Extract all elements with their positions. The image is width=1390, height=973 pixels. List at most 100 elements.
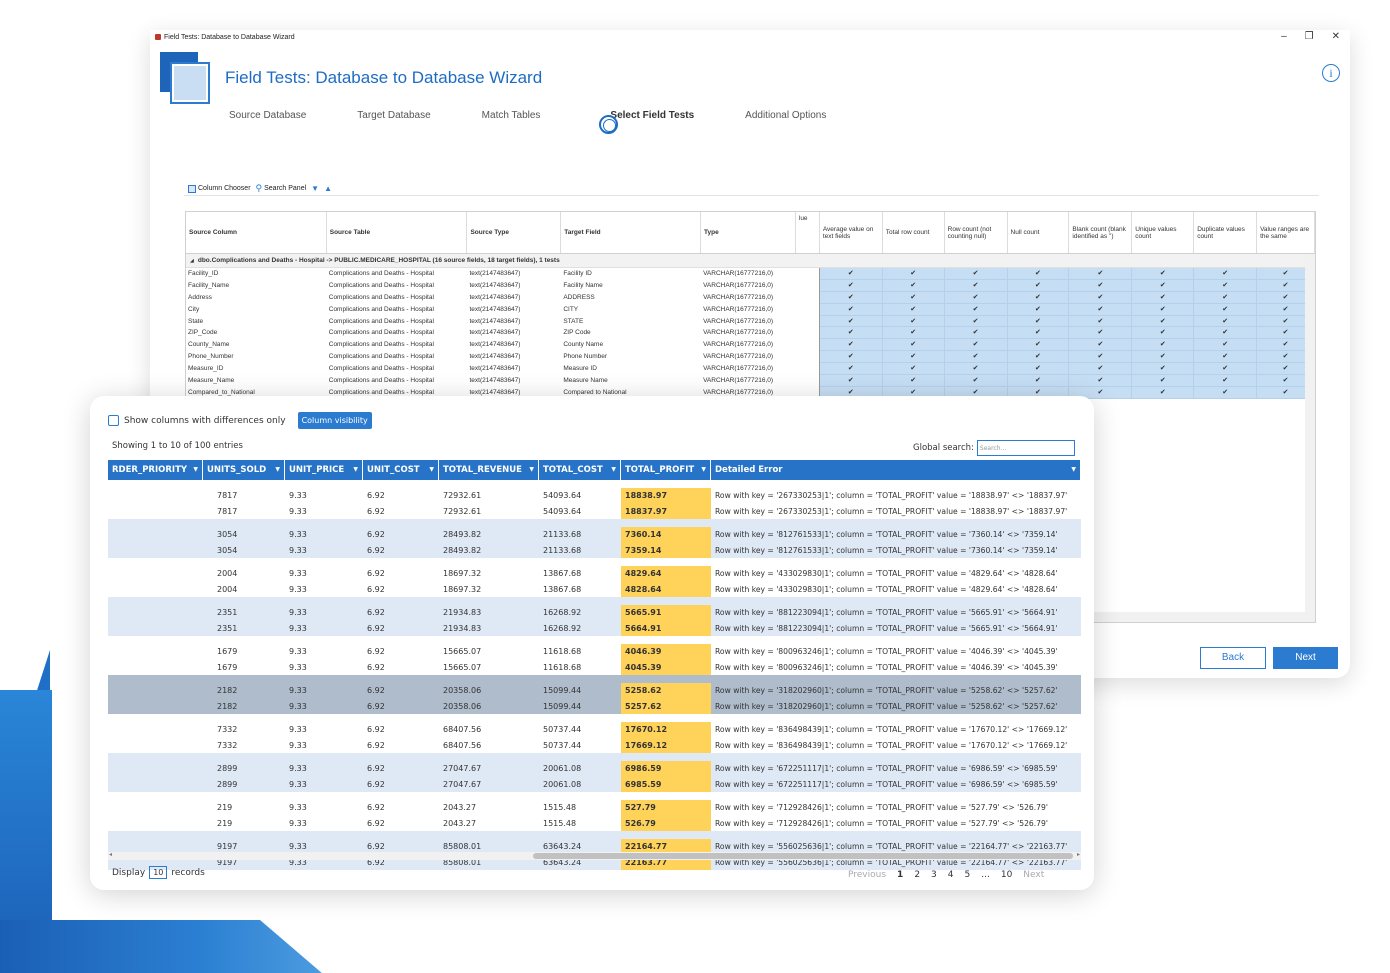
test-checkbox-icon[interactable]: ✔ bbox=[819, 327, 883, 340]
column-header-total-cost[interactable]: TOTAL_COST ▼ bbox=[539, 460, 621, 480]
test-checkbox-icon[interactable]: ✔ bbox=[1069, 327, 1133, 340]
global-search-input[interactable]: Search... bbox=[976, 440, 1075, 456]
pagination-next[interactable]: Next bbox=[1023, 870, 1045, 880]
column-visibility-button[interactable]: Column visibility bbox=[297, 412, 372, 429]
grid-header-cell[interactable]: Type bbox=[701, 212, 796, 253]
table-row[interactable]: 1679 9.33 6.92 15665.07 11618.68 4046.39 Row w… bbox=[108, 644, 1081, 660]
sort-arrow-icon[interactable]: ▼ bbox=[611, 466, 616, 473]
grid-header-cell[interactable]: Unique values count bbox=[1132, 212, 1195, 253]
test-checkbox-icon[interactable]: ✔ bbox=[1007, 268, 1070, 280]
grid-header-cell[interactable]: lue bbox=[796, 212, 820, 253]
test-checkbox-icon[interactable]: ✔ bbox=[1132, 315, 1195, 328]
grid-header-cell[interactable]: Average value on text fields bbox=[820, 212, 883, 253]
test-checkbox-icon[interactable]: ✔ bbox=[944, 315, 1008, 328]
test-checkbox-icon[interactable]: ✔ bbox=[882, 327, 945, 340]
test-checkbox-icon[interactable]: ✔ bbox=[944, 375, 1008, 387]
column-header-unit-cost[interactable]: UNIT_COST ▼ bbox=[363, 460, 439, 480]
test-checkbox-icon[interactable]: ✔ bbox=[1007, 279, 1070, 292]
step-target-database[interactable]: Target Database bbox=[357, 110, 431, 121]
test-checkbox-icon[interactable]: ✔ bbox=[944, 279, 1008, 292]
test-checkbox-icon[interactable]: ✔ bbox=[1069, 339, 1133, 352]
test-checkbox-icon[interactable]: ✔ bbox=[1194, 351, 1258, 364]
test-checkbox-icon[interactable]: ✔ bbox=[1194, 303, 1258, 316]
sort-arrow-icon[interactable]: ▼ bbox=[701, 466, 706, 473]
info-icon[interactable]: i bbox=[1322, 64, 1340, 82]
test-checkbox-icon[interactable]: ✔ bbox=[1132, 303, 1195, 316]
next-button[interactable]: Next bbox=[1273, 647, 1338, 669]
table-row[interactable]: 2004 9.33 6.92 18697.32 13867.68 4828.64 Row w… bbox=[108, 581, 1081, 597]
test-checkbox-icon[interactable]: ✔ bbox=[1007, 315, 1070, 328]
test-checkbox-icon[interactable]: ✔ bbox=[1007, 375, 1070, 387]
column-header-units-sold[interactable]: UNITS_SOLD ▼ bbox=[203, 460, 285, 480]
grid-row[interactable]: Facility_Name Complications and Deaths - … bbox=[186, 279, 1315, 292]
test-checkbox-icon[interactable]: ✔ bbox=[1069, 279, 1133, 292]
table-row[interactable]: 2351 9.33 6.92 21934.83 16268.92 5665.91 Row w… bbox=[108, 605, 1081, 621]
test-checkbox-icon[interactable]: ✔ bbox=[1194, 291, 1258, 304]
grid-row[interactable]: ZIP_Code Complications and Deaths - Hospi… bbox=[186, 327, 1315, 340]
grid-vertical-scrollbar[interactable] bbox=[1305, 254, 1315, 622]
test-checkbox-icon[interactable]: ✔ bbox=[1132, 268, 1195, 280]
test-checkbox-icon[interactable]: ✔ bbox=[819, 268, 883, 280]
test-checkbox-icon[interactable]: ✔ bbox=[1194, 363, 1258, 376]
test-checkbox-icon[interactable]: ✔ bbox=[1194, 315, 1258, 328]
test-checkbox-icon[interactable]: ✔ bbox=[944, 351, 1008, 364]
test-checkbox-icon[interactable]: ✔ bbox=[882, 268, 945, 280]
grid-header-cell[interactable]: Source Type bbox=[467, 212, 562, 253]
collapse-group-icon[interactable]: ◢ bbox=[190, 257, 194, 264]
step-select-field-tests[interactable]: Select Field Tests bbox=[610, 110, 695, 121]
test-checkbox-icon[interactable]: ✔ bbox=[1069, 375, 1133, 387]
sort-arrow-icon[interactable]: ▼ bbox=[1071, 466, 1076, 473]
test-checkbox-icon[interactable]: ✔ bbox=[819, 351, 883, 364]
test-checkbox-icon[interactable]: ✔ bbox=[1007, 339, 1070, 352]
test-checkbox-icon[interactable]: ✔ bbox=[819, 363, 883, 376]
test-checkbox-icon[interactable]: ✔ bbox=[882, 279, 945, 292]
grid-header-cell[interactable]: Value ranges are the same bbox=[1257, 212, 1315, 253]
grid-row[interactable]: State Complications and Deaths - Hospital… bbox=[186, 315, 1315, 328]
test-checkbox-icon[interactable]: ✔ bbox=[1132, 279, 1195, 292]
grid-header-cell[interactable]: Source Column bbox=[186, 212, 327, 253]
grid-row[interactable]: Facility_ID Complications and Deaths - Ho… bbox=[186, 268, 1315, 280]
grid-row[interactable]: Address Complications and Deaths - Hospit… bbox=[186, 291, 1315, 304]
scroll-left-icon[interactable]: ◂ bbox=[109, 851, 113, 858]
grid-row[interactable]: County_Name Complications and Deaths - Ho… bbox=[186, 339, 1315, 352]
table-row[interactable]: 2351 9.33 6.92 21934.83 16268.92 5664.91 Row w… bbox=[108, 620, 1081, 636]
step-match-tables[interactable]: Match Tables bbox=[481, 110, 541, 121]
close-icon[interactable]: ✕ bbox=[1331, 31, 1340, 42]
results-horizontal-scrollbar[interactable]: ◂ ▸ bbox=[108, 851, 1081, 860]
test-checkbox-icon[interactable]: ✔ bbox=[1069, 386, 1133, 399]
test-checkbox-icon[interactable]: ✔ bbox=[944, 303, 1008, 316]
pagination-page[interactable]: 1 bbox=[897, 870, 904, 880]
search-panel-button[interactable]: ⚲ Search Panel bbox=[256, 183, 307, 194]
test-checkbox-icon[interactable]: ✔ bbox=[882, 351, 945, 364]
grid-header-cell[interactable]: Total row count bbox=[883, 212, 945, 253]
back-button[interactable]: Back bbox=[1200, 647, 1266, 669]
test-checkbox-icon[interactable]: ✔ bbox=[1194, 386, 1258, 399]
test-checkbox-icon[interactable]: ✔ bbox=[944, 268, 1008, 280]
grid-row[interactable]: Measure_Name Complications and Deaths - H… bbox=[186, 375, 1315, 387]
test-checkbox-icon[interactable]: ✔ bbox=[1194, 279, 1258, 292]
test-checkbox-icon[interactable]: ✔ bbox=[1069, 291, 1133, 304]
test-checkbox-icon[interactable]: ✔ bbox=[819, 291, 883, 304]
restore-icon[interactable]: ❐ bbox=[1304, 31, 1314, 42]
pagination-page[interactable]: 2 bbox=[914, 870, 921, 880]
test-checkbox-icon[interactable]: ✔ bbox=[944, 291, 1008, 304]
step-source-database[interactable]: Source Database bbox=[229, 110, 307, 121]
test-checkbox-icon[interactable]: ✔ bbox=[944, 363, 1008, 376]
test-checkbox-icon[interactable]: ✔ bbox=[944, 327, 1008, 340]
table-row[interactable]: 1679 9.33 6.92 15665.07 11618.68 4045.39 Row w… bbox=[108, 659, 1081, 675]
test-checkbox-icon[interactable]: ✔ bbox=[819, 315, 883, 328]
grid-group-row[interactable]: ◢ dbo.Complications and Deaths - Hospita… bbox=[186, 254, 1315, 268]
test-checkbox-icon[interactable]: ✔ bbox=[1007, 327, 1070, 340]
test-checkbox-icon[interactable]: ✔ bbox=[1007, 351, 1070, 364]
table-row[interactable]: 2899 9.33 6.92 27047.67 20061.08 6986.59 Row w… bbox=[108, 761, 1081, 777]
test-checkbox-icon[interactable]: ✔ bbox=[1132, 291, 1195, 304]
sort-arrow-icon[interactable]: ▼ bbox=[193, 466, 198, 473]
collapse-all-icon[interactable]: ▲ bbox=[324, 184, 332, 193]
grid-row[interactable]: Measure_ID Complications and Deaths - Hos… bbox=[186, 363, 1315, 376]
test-checkbox-icon[interactable]: ✔ bbox=[819, 279, 883, 292]
test-checkbox-icon[interactable]: ✔ bbox=[1069, 268, 1133, 280]
grid-header-cell[interactable]: Duplicate values count bbox=[1194, 212, 1258, 253]
test-checkbox-icon[interactable]: ✔ bbox=[1069, 303, 1133, 316]
sort-arrow-icon[interactable]: ▼ bbox=[275, 466, 280, 473]
test-checkbox-icon[interactable]: ✔ bbox=[1132, 363, 1195, 376]
